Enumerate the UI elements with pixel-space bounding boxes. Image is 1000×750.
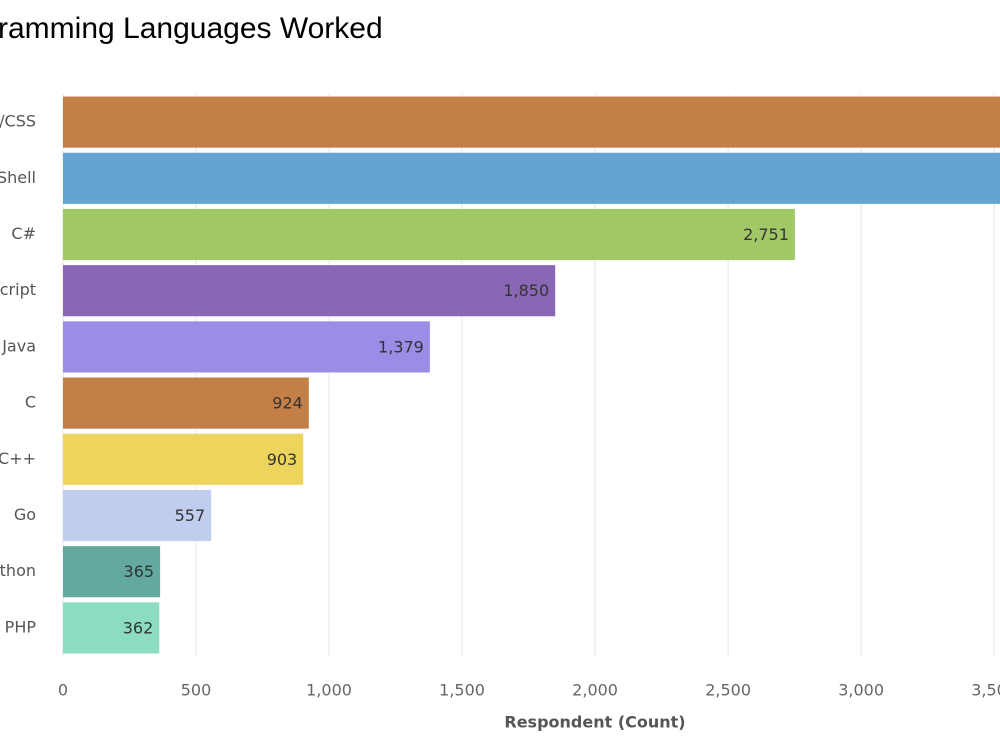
x-axis-label: Respondent (Count) <box>504 713 685 732</box>
bar <box>63 377 309 429</box>
bar <box>63 208 795 261</box>
x-tick-label: 0 <box>58 681 68 700</box>
value-label: 1,850 <box>503 281 549 300</box>
y-tick-label: PHP <box>5 617 37 636</box>
value-label: 2,751 <box>743 225 789 244</box>
value-label: 557 <box>175 506 206 525</box>
y-tick-label: C++ <box>0 449 36 468</box>
x-tick-label: 1,500 <box>439 681 485 700</box>
x-tick-label: 2,000 <box>572 681 618 700</box>
x-tick-label: 2,500 <box>705 681 751 700</box>
bar <box>63 265 556 317</box>
bar <box>63 546 161 598</box>
x-tick-label: 1,000 <box>306 681 352 700</box>
bar <box>63 152 1000 204</box>
x-tick-label: 3,000 <box>838 681 884 700</box>
y-tick-label: C <box>25 393 36 412</box>
bar <box>63 489 212 542</box>
x-tick-label: 3,500 <box>971 681 1000 700</box>
bar <box>63 602 160 654</box>
x-tick-label: 500 <box>181 681 212 700</box>
value-label: 903 <box>267 450 298 469</box>
y-tick-label: C# <box>11 224 36 243</box>
value-label: 924 <box>272 394 303 413</box>
value-label: 1,379 <box>378 337 424 356</box>
bar <box>63 321 430 373</box>
value-label: 365 <box>124 562 155 581</box>
y-tick-label: script <box>0 280 36 299</box>
bar <box>63 96 1000 148</box>
y-tick-label: Shell <box>0 168 36 187</box>
chart-title: ramming Languages Worked <box>0 12 383 45</box>
y-tick-label: Java <box>1 336 36 355</box>
y-tick-label: /CSS <box>0 112 36 131</box>
bar <box>63 433 304 485</box>
y-tick-label: Go <box>14 505 36 524</box>
value-label: 362 <box>123 618 154 637</box>
y-tick-label: thon <box>0 561 36 580</box>
